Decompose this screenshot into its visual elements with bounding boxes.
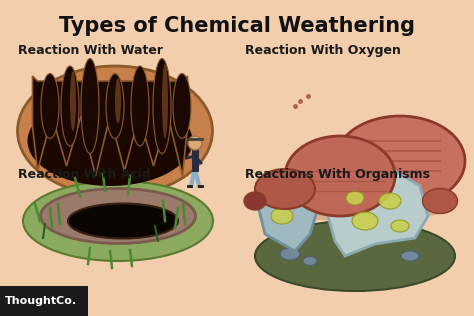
Ellipse shape	[244, 192, 266, 210]
Ellipse shape	[285, 136, 395, 216]
Polygon shape	[258, 178, 318, 251]
Ellipse shape	[271, 208, 293, 224]
Polygon shape	[33, 76, 188, 176]
Ellipse shape	[280, 248, 300, 260]
Ellipse shape	[27, 96, 192, 186]
Text: Reaction With Oxygen: Reaction With Oxygen	[245, 44, 401, 57]
Ellipse shape	[401, 251, 419, 261]
Ellipse shape	[286, 190, 304, 203]
Ellipse shape	[70, 71, 76, 131]
Ellipse shape	[422, 189, 457, 214]
Ellipse shape	[41, 74, 59, 138]
Ellipse shape	[106, 74, 124, 138]
Ellipse shape	[40, 189, 195, 244]
Text: Reaction With Acid: Reaction With Acid	[18, 168, 151, 181]
Ellipse shape	[255, 221, 455, 291]
Circle shape	[188, 136, 202, 150]
Text: Reactions With Organisms: Reactions With Organisms	[245, 168, 430, 181]
Polygon shape	[328, 171, 428, 256]
Ellipse shape	[255, 191, 455, 221]
FancyBboxPatch shape	[0, 286, 88, 316]
Text: ThoughtCo.: ThoughtCo.	[5, 296, 77, 306]
Ellipse shape	[81, 58, 99, 154]
Ellipse shape	[352, 212, 378, 230]
Ellipse shape	[346, 191, 364, 205]
Ellipse shape	[173, 74, 191, 138]
Ellipse shape	[18, 66, 212, 196]
Ellipse shape	[303, 257, 317, 265]
Ellipse shape	[23, 181, 213, 261]
Ellipse shape	[335, 116, 465, 206]
Ellipse shape	[391, 220, 409, 232]
Ellipse shape	[131, 66, 149, 146]
Ellipse shape	[162, 64, 168, 138]
Ellipse shape	[153, 58, 171, 154]
Ellipse shape	[115, 78, 121, 124]
Ellipse shape	[265, 193, 279, 203]
Text: Reaction With Water: Reaction With Water	[18, 44, 163, 57]
Ellipse shape	[61, 66, 79, 146]
Ellipse shape	[68, 204, 178, 239]
Ellipse shape	[379, 193, 401, 209]
Ellipse shape	[255, 169, 315, 209]
Text: Types of Chemical Weathering: Types of Chemical Weathering	[59, 16, 415, 36]
